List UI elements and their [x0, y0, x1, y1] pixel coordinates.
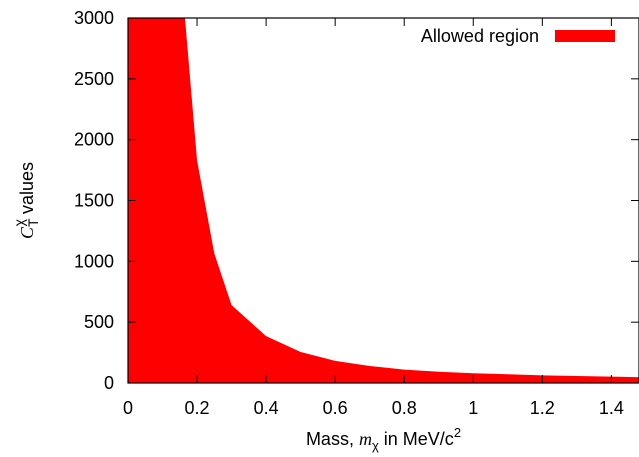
y-tick-label: 500 [84, 312, 114, 332]
y-axis-label: CTχ values [11, 162, 41, 239]
x-tick-label: 0.2 [185, 398, 210, 418]
x-axis-label-symbol: m [359, 429, 372, 449]
legend: Allowed region [421, 26, 615, 46]
x-tick-label: 0 [123, 398, 133, 418]
x-tick-label: 0.8 [392, 398, 417, 418]
y-tick-label: 2000 [74, 130, 114, 150]
y-tick-label: 3000 [74, 8, 114, 28]
plot-area [128, 18, 639, 383]
x-axis-label: Mass, mχ in MeV/c2 [306, 425, 461, 453]
x-tick-label: 1.4 [599, 398, 624, 418]
y-axis-label-symbol: C [17, 226, 37, 239]
allowed-region-area [128, 18, 639, 383]
x-axis-label-subscript: χ [372, 438, 379, 453]
axis-ticks: 0 0.2 0.4 0.6 0.8 1 1.2 1.4 0 500 1000 1500 2000 2500… [74, 8, 639, 418]
legend-label: Allowed region [421, 26, 539, 46]
y-tick-label: 0 [104, 373, 114, 393]
y-axis-label-suffix: values [17, 162, 37, 219]
x-tick-label: 0.4 [254, 398, 279, 418]
legend-swatch [555, 30, 615, 42]
x-axis-label-superscript: 2 [454, 425, 461, 440]
y-tick-label: 1000 [74, 251, 114, 271]
y-tick-label: 1500 [74, 191, 114, 211]
x-axis-label-prefix: Mass, [306, 429, 359, 449]
y-axis-label-subscript: T [25, 218, 41, 227]
x-tick-label: 1 [468, 398, 478, 418]
y-tick-label: 2500 [74, 69, 114, 89]
plot-frame [127, 17, 639, 384]
x-tick-label: 1.2 [530, 398, 555, 418]
x-axis-label-suffix: in MeV/c [379, 429, 454, 449]
x-tick-label: 0.6 [323, 398, 348, 418]
y-axis-label-superscript: χ [11, 218, 27, 226]
